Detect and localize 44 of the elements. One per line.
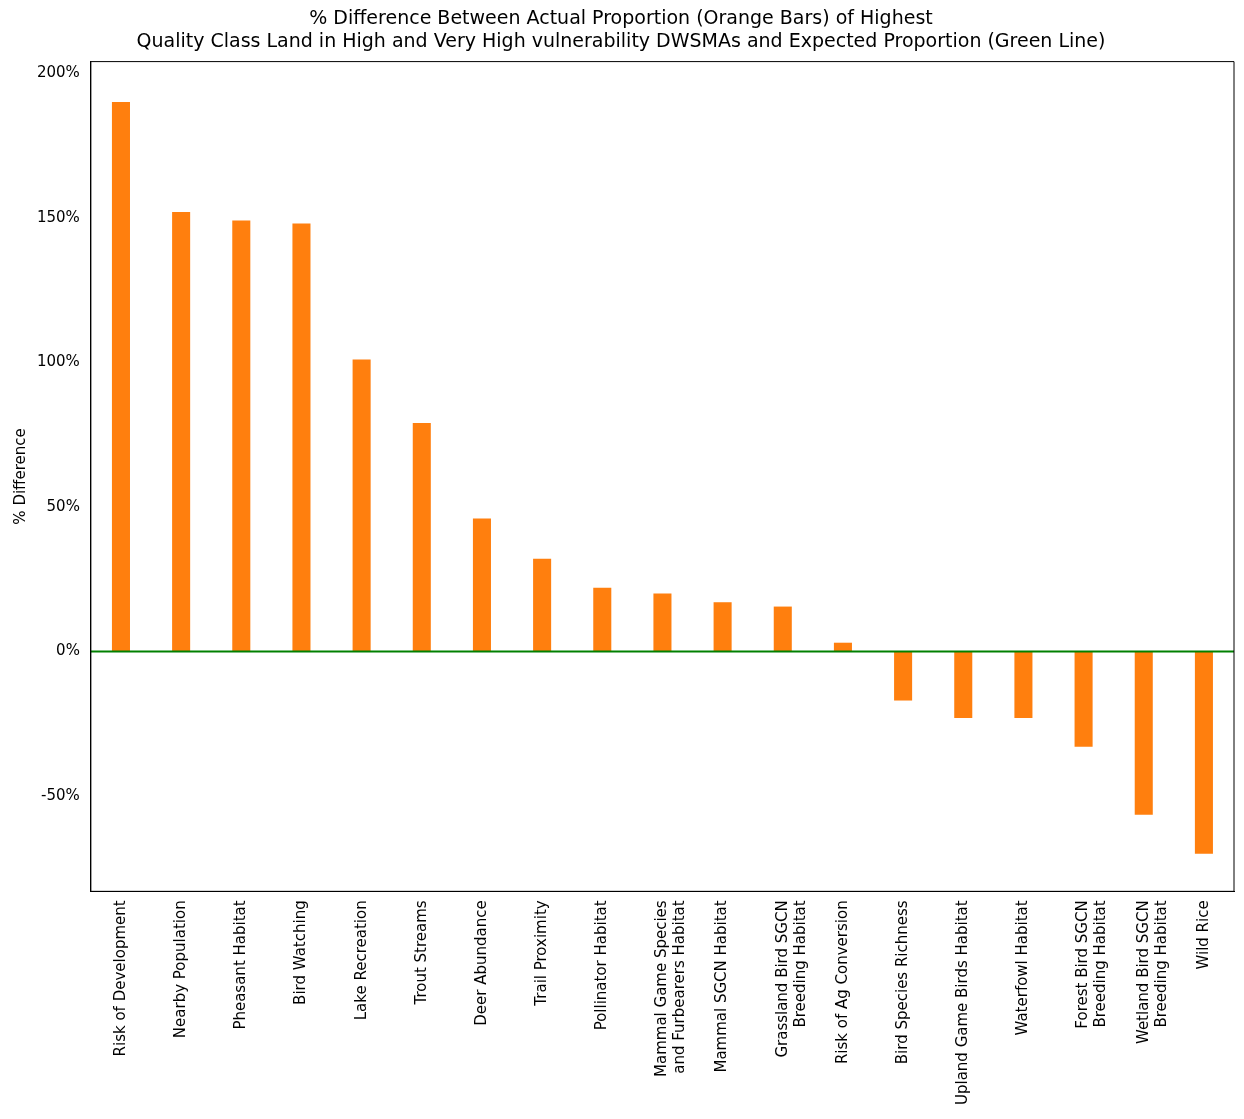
x-tick-label: Risk of Development: [110, 900, 129, 1057]
x-tick-label: Bird Species Richness: [892, 900, 911, 1065]
x-tick-label: Trout Streams: [411, 900, 430, 1006]
x-tick-label: Forest Bird SGCN Breeding Habitat: [1073, 900, 1110, 1029]
y-tick-label: 50%: [46, 496, 80, 515]
bar: [954, 651, 973, 718]
x-tick-label: Bird Watching: [291, 900, 310, 1005]
bar: [232, 220, 251, 652]
x-tick-label: Trail Proximity: [532, 900, 550, 1007]
bar: [1134, 651, 1153, 815]
x-tick-label: Upland Game Birds Habitat: [953, 900, 972, 1106]
bar: [894, 651, 913, 701]
x-tick-label: Lake Recreation: [351, 900, 370, 1021]
y-tick-label: 100%: [36, 352, 80, 371]
bar: [1194, 651, 1213, 854]
bar: [412, 422, 431, 652]
y-tick-label: 200%: [36, 63, 80, 82]
bar: [593, 587, 612, 652]
x-tick-label: Mammal Game Species and Furbearers Habitat: [652, 900, 689, 1077]
bar: [292, 223, 311, 652]
y-axis-title: % Difference: [10, 428, 29, 525]
x-tick-label: Wild Rice: [1193, 900, 1212, 970]
y-tick-label: 150%: [36, 207, 80, 226]
bar: [713, 602, 732, 652]
x-tick-label: Wetland Bird SGCN Breeding Habitat: [1133, 900, 1170, 1045]
bar: [1014, 651, 1033, 718]
x-tick-label: Mammal SGCN Habitat: [712, 900, 731, 1073]
x-tick-label: Waterfowl Habitat: [1013, 900, 1032, 1036]
x-tick-label: Pollinator Habitat: [592, 900, 611, 1031]
bar: [653, 593, 672, 652]
chart-title: % Difference Between Actual Proportion (Orange Bars) of Highest Quality Class Land in High and Very High vulnerability DWSMAs and Expected Proportion (Green Line): [136, 6, 1106, 52]
x-tick-label: Deer Abundance: [471, 900, 490, 1026]
bar: [773, 606, 792, 652]
y-tick-label: -50%: [41, 785, 80, 804]
bar: [533, 558, 552, 652]
bar: [172, 211, 191, 652]
bar: [111, 102, 130, 652]
x-tick-label: Nearby Population: [171, 900, 190, 1039]
x-tick-label: Risk of Ag Conversion: [832, 900, 851, 1065]
bar: [352, 359, 371, 652]
y-tick-label: 0%: [56, 641, 80, 660]
bar: [1074, 651, 1093, 747]
x-tick-label: Pheasant Habitat: [231, 900, 250, 1030]
bar: [472, 518, 491, 652]
